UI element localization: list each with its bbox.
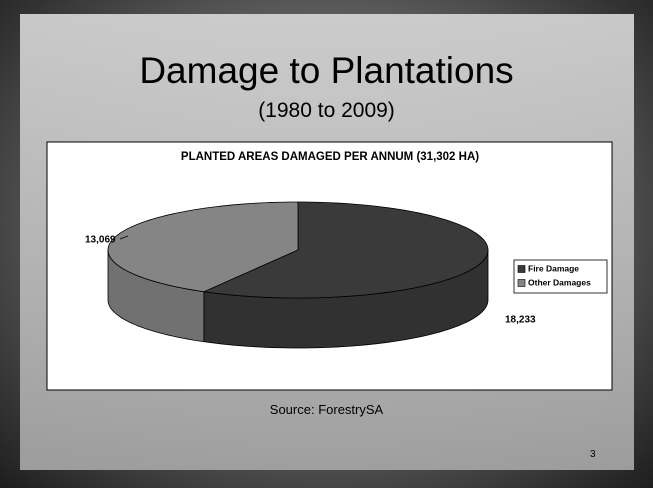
data-label: 13,069 bbox=[85, 235, 116, 246]
legend-label: Fire Damage bbox=[528, 263, 579, 273]
data-label: 18,233 bbox=[505, 315, 536, 326]
chart-title: PLANTED AREAS DAMAGED PER ANNUM (31,302 … bbox=[181, 151, 479, 163]
legend-swatch bbox=[517, 279, 526, 287]
source-note: Source: ForestrySA bbox=[269, 402, 384, 417]
pie-slice bbox=[202, 201, 489, 299]
slide-subtitle: (1980 to 2009) bbox=[258, 99, 395, 122]
legend-label: Other Damages bbox=[528, 277, 591, 287]
legend-box bbox=[513, 259, 608, 294]
pie-slice bbox=[107, 201, 299, 293]
page-number: 3 bbox=[590, 449, 596, 460]
legend-swatch bbox=[517, 265, 526, 273]
leader-line bbox=[119, 235, 129, 240]
slide-title: Damage to Plantations bbox=[139, 50, 514, 91]
